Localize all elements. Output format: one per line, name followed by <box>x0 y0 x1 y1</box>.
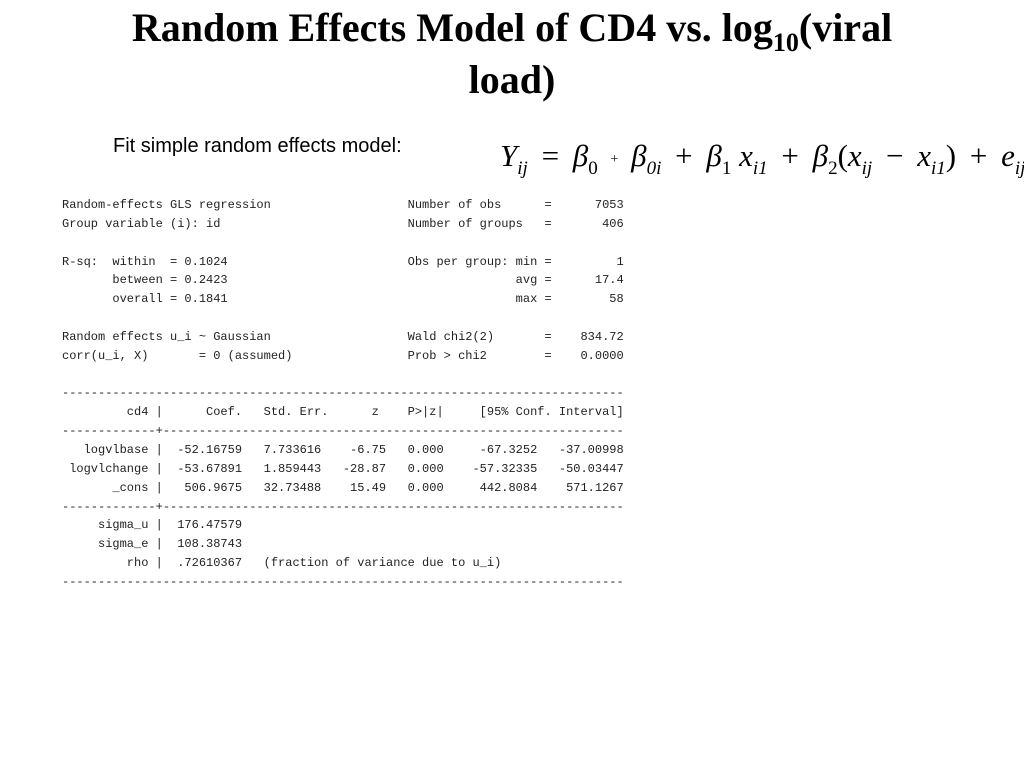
output-line: Random-effects GLS regression Number of … <box>62 198 624 212</box>
formula-beta0-sub: 0 <box>588 158 598 179</box>
formula-minus: − <box>885 138 904 173</box>
stata-regression-output: Random-effects GLS regression Number of … <box>62 196 624 592</box>
subtitle: Fit simple random effects model: <box>113 135 402 157</box>
formula-beta1: β <box>706 138 722 173</box>
formula-equals: = <box>541 138 560 173</box>
output-line: R-sq: within = 0.1024 Obs per group: min… <box>62 254 624 269</box>
output-line: Random effects u_i ~ Gaussian Wald chi2(… <box>62 329 624 344</box>
formula-y-sub: ij <box>517 158 528 179</box>
output-line: ----------------------------------------… <box>62 386 624 401</box>
output-line: -------------+--------------------------… <box>62 499 624 514</box>
formula-beta2-sub: 2 <box>828 158 838 179</box>
formula-plus-2: + <box>781 138 799 173</box>
title-line-2: load) <box>468 57 556 102</box>
formula-beta0: β <box>572 138 589 173</box>
formula-beta1-sub: 1 <box>721 158 732 179</box>
formula-plus-3: + <box>969 138 988 173</box>
output-line: overall = 0.1841 max = 58 <box>62 292 624 307</box>
output-line: logvlbase | -52.16759 7.733616 -6.75 0.0… <box>62 442 624 457</box>
output-line: cd4 | Coef. Std. Err. z P>|z| [95% Conf.… <box>62 405 624 420</box>
output-line: between = 0.2423 avg = 17.4 <box>62 273 624 288</box>
formula-lparen: ( <box>837 138 848 173</box>
formula-xi1-sub: i1 <box>930 158 946 179</box>
output-line: corr(u_i, X) = 0 (assumed) Prob > chi2 =… <box>62 348 624 363</box>
output-line: -------------+--------------------------… <box>62 424 624 439</box>
output-line: Group variable (i): id Number of groups … <box>62 216 624 231</box>
formula-e: e <box>1001 138 1015 173</box>
formula-beta0i: β <box>631 138 647 173</box>
output-line: ----------------------------------------… <box>62 574 624 589</box>
title-line-1: Random Effects Model of CD4 vs. log10(vi… <box>0 2 1024 57</box>
formula-x1: x <box>739 138 753 173</box>
output-line: sigma_u | 176.47579 <box>62 518 243 533</box>
output-line: logvlchange | -53.67891 1.859443 -28.87 … <box>62 461 624 476</box>
title-text-suffix: (viral <box>798 5 893 50</box>
formula-rparen: ) <box>945 138 957 173</box>
formula-plus-small: + <box>610 152 619 167</box>
formula-xij-sub: ij <box>861 158 873 179</box>
title-text: Random Effects Model of CD4 vs. log <box>131 5 773 50</box>
model-formula: Yij = β0 + β0i + β1 xi1 + β2(xij − xi1) … <box>500 136 1024 180</box>
output-line <box>62 309 624 328</box>
output-line <box>62 234 624 253</box>
slide-title: Random Effects Model of CD4 vs. log10(vi… <box>0 2 1024 106</box>
formula-beta2: β <box>812 138 829 173</box>
output-line: sigma_e | 108.38743 <box>62 537 243 552</box>
output-line: _cons | 506.9675 32.73488 15.49 0.000 44… <box>62 480 624 495</box>
formula-e-sub: ij <box>1014 158 1024 179</box>
formula-xi1: x <box>917 138 931 173</box>
output-line: rho | .72610367 (fraction of variance du… <box>62 556 502 571</box>
title-subscript: 10 <box>772 28 799 57</box>
formula-plus-1: + <box>675 138 693 173</box>
formula-beta0i-sub: 0i <box>646 158 662 179</box>
formula-xij: x <box>847 138 862 173</box>
formula-y: Y <box>500 138 518 173</box>
formula-x1-sub: i1 <box>752 158 768 179</box>
output-line <box>62 366 624 385</box>
